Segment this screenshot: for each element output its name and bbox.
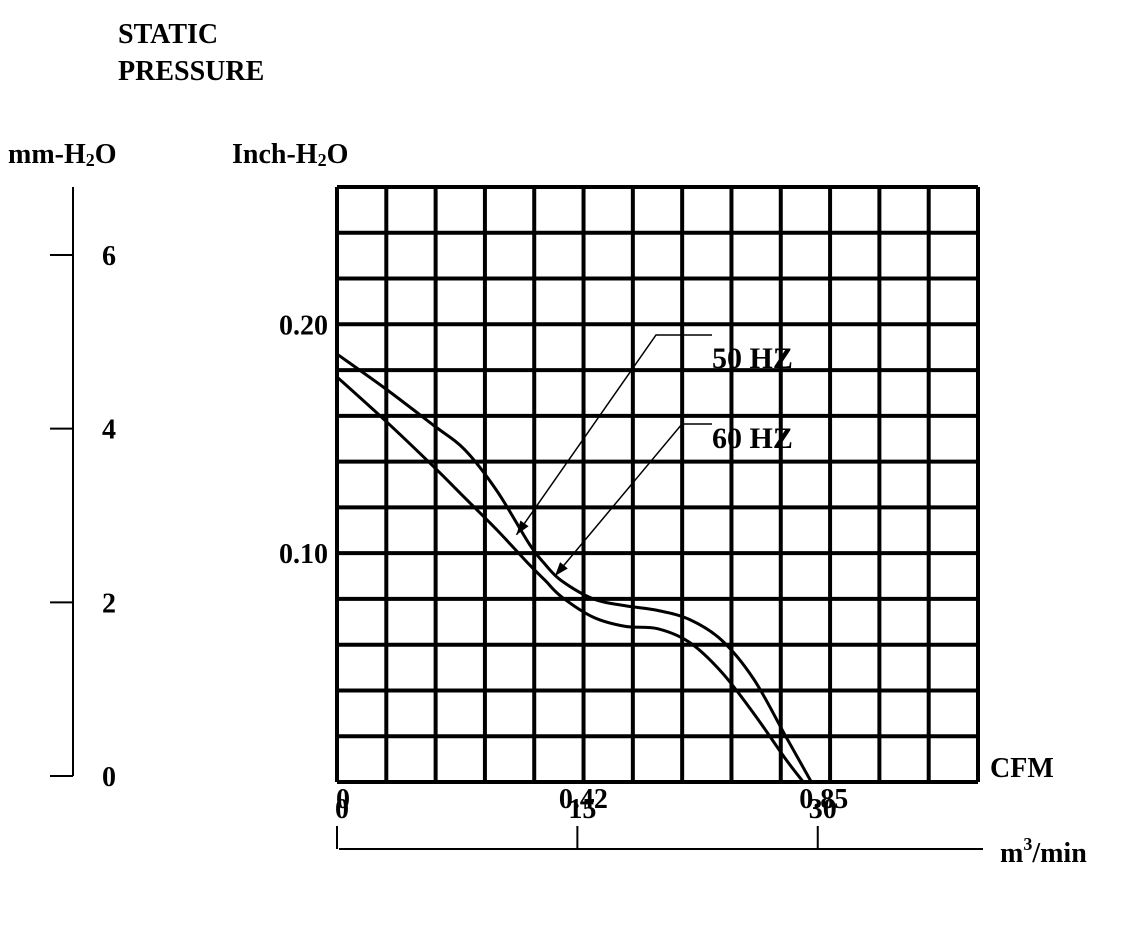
leader-line-60hz (554, 423, 712, 577)
m3-unit-label: m3/min (1000, 834, 1087, 869)
chart-title-line1: STATIC (118, 19, 218, 50)
m3-tick-label: 0 (336, 784, 350, 815)
inch-h2o-unit-label: Inch-H2O (232, 139, 348, 170)
annotation-label-60hz: 60 HZ (712, 422, 793, 455)
cfm-tick-label: 30 (809, 794, 837, 825)
series-line-50hz (336, 352, 813, 783)
leader-line-50hz (515, 334, 712, 536)
mm-tick-label: 4 (102, 415, 116, 446)
inch-tick-label: 0.20 (279, 310, 328, 341)
mm-h2o-unit-label: mm-H2O (8, 139, 117, 170)
series-line-60hz (335, 375, 805, 783)
cfm-unit-label: CFM (990, 753, 1054, 784)
mm-scale-ticks: 0 2 4 6 (50, 241, 116, 793)
m3-tick-label: 0.42 (559, 784, 608, 815)
cfm-scale-ticks: 0 15 30 (335, 794, 837, 825)
inch-scale-ticks: 0.10 0.20 (279, 310, 328, 570)
arrowhead-60hz (554, 562, 568, 577)
mm-tick-label: 2 (102, 588, 116, 619)
arrowhead-50hz (516, 520, 529, 535)
chart-title-line2: PRESSURE (118, 56, 264, 87)
m3-scale-ticks: 0 0.42 0.85 (336, 784, 848, 849)
cfm-tick-label: 15 (568, 794, 596, 825)
mm-tick-label: 0 (102, 762, 116, 793)
cfm-tick-label: 0 (335, 794, 349, 825)
m3-tick-label: 0.85 (799, 784, 848, 815)
inch-tick-label: 0.10 (279, 539, 328, 570)
mm-tick-label: 6 (102, 241, 116, 272)
series-group (335, 352, 813, 783)
annotations-group: 50 HZ 60 HZ (515, 334, 793, 577)
plot-grid (335, 185, 980, 784)
annotation-label-50hz: 50 HZ (712, 342, 793, 375)
